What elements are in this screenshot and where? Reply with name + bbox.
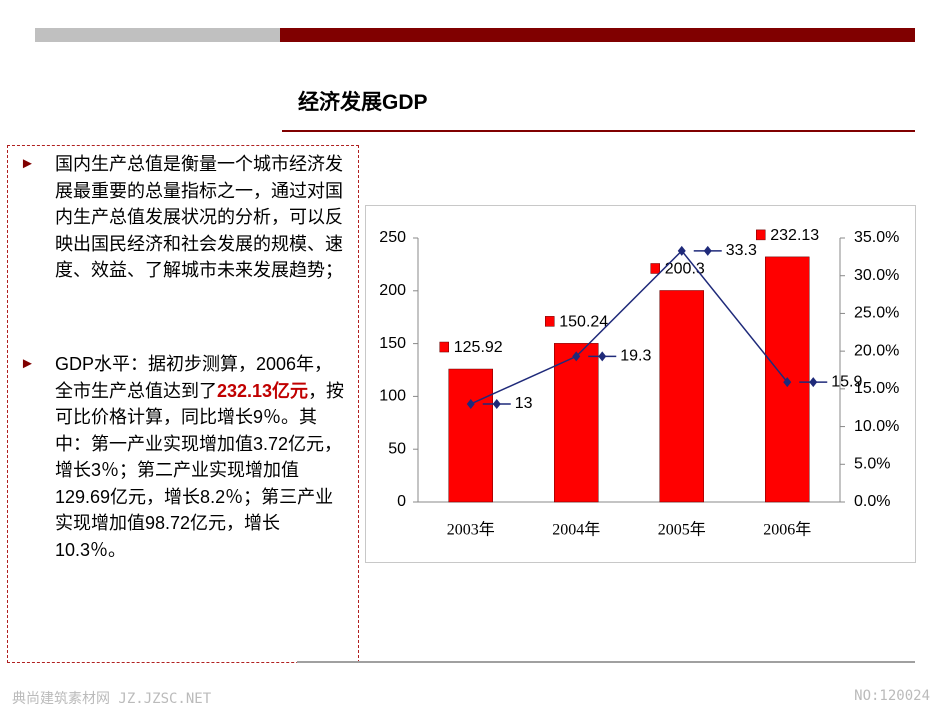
title-rule (282, 130, 915, 132)
text: ，按可比价格计算，同比增长9％。其中：第一产业实现增加值3.72亿元，增长3％；… (55, 380, 345, 560)
paragraph: GDP水平：据初步测算，2006年，全市生产总值达到了232.13亿元，按可比价… (20, 351, 345, 563)
y-tick-label: 50 (388, 440, 406, 457)
bar (554, 343, 599, 503)
data-label: 200.3 (665, 261, 705, 278)
label-key (650, 263, 660, 274)
y2-tick-label: 35.0% (854, 229, 899, 246)
label-key (545, 316, 555, 327)
header-bar (280, 28, 915, 42)
highlight: 232.13亿元 (217, 380, 309, 401)
point (783, 377, 792, 388)
footer-text: NO:120024 (854, 688, 930, 704)
y-tick-label: 250 (379, 229, 406, 246)
paragraph: 国内生产总值是衡量一个城市经济发展最重要的总量指标之一，通过对国内生产总值发展状… (20, 151, 345, 284)
data-label: 13 (515, 395, 533, 412)
data-label: 125.92 (454, 339, 503, 356)
line (470, 249, 788, 405)
text: GDP水平：据初步测算，2006年，全市生产总值达到了 (55, 354, 333, 401)
y-tick-label: 150 (379, 335, 406, 352)
y2-tick-label: 0.0% (854, 493, 890, 510)
text-box (7, 145, 359, 663)
bar (659, 290, 704, 503)
y-tick-label: 200 (379, 282, 406, 299)
y2-tick-label: 5.0% (854, 456, 890, 473)
label-key (492, 398, 501, 409)
y2-tick-label: 30.0% (854, 267, 899, 284)
data-label: 232.13 (770, 227, 819, 244)
header-bar (35, 28, 280, 42)
chart-frame (365, 205, 916, 563)
bar (448, 368, 493, 503)
data-label: 15.9 (831, 373, 862, 390)
data-label: 150.24 (559, 314, 608, 331)
y2-tick-label: 25.0% (854, 305, 899, 322)
y-tick-label: 100 (379, 388, 406, 405)
x-tick-label: 2003年 (447, 521, 495, 539)
y2-tick-label: 20.0% (854, 342, 899, 359)
x-tick-label: 2006年 (763, 521, 811, 539)
label-key (756, 229, 766, 241)
data-label: 33.3 (726, 242, 757, 259)
y2-tick-label: 10.0% (854, 418, 899, 435)
y2-tick-label: 15.0% (854, 380, 899, 397)
x-tick-label: 2005年 (658, 521, 706, 539)
slide-title: 经济发展GDP (298, 91, 428, 114)
label-key (809, 377, 818, 388)
data-label: 19.3 (620, 348, 651, 365)
footer-rule (297, 661, 915, 663)
label-key (703, 245, 712, 256)
label-key (439, 341, 449, 353)
y-tick-label: 0 (397, 493, 406, 510)
point (677, 245, 686, 256)
label-key (598, 351, 607, 362)
point (466, 398, 475, 409)
x-tick-label: 2004年 (552, 521, 600, 539)
point (572, 351, 581, 362)
footer-text: 典尚建筑素材网 JZ.JZSC.NET (12, 691, 212, 707)
